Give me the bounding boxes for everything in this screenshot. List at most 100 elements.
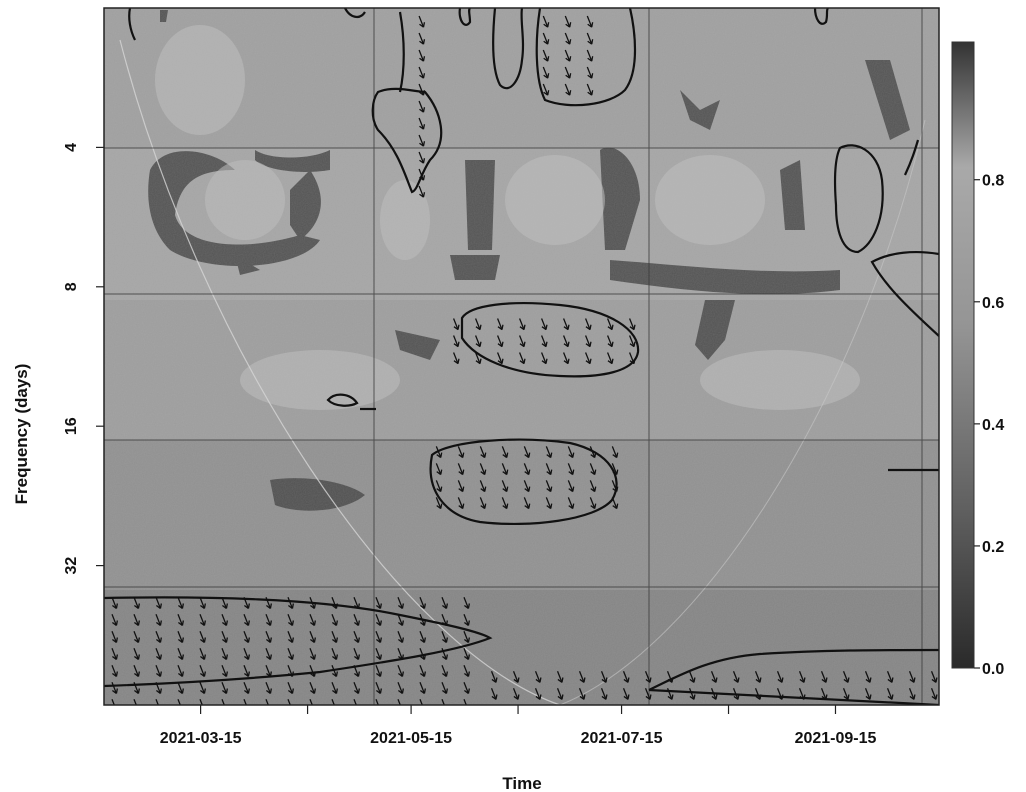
contour-region [904,139,920,176]
phase-arrow [589,480,597,493]
phase-arrow [512,688,520,700]
phase-arrow [177,665,184,677]
phase-arrow [331,648,338,660]
contour-region [460,302,640,378]
phase-arrow [463,597,470,609]
phase-arrow [463,665,470,677]
phase-arrow [562,352,570,365]
phase-arrow [199,631,206,643]
phase-arrow [584,335,592,348]
colorbar-gradient [951,41,975,669]
phase-arrow [688,671,696,683]
phase-arrow [441,614,448,626]
phase-arrow [199,614,206,626]
contour-region [813,8,829,25]
y-tick-label: 8 [63,282,80,291]
x-tick-label: 2021-07-15 [581,730,663,747]
phase-arrow [545,497,553,510]
phase-arrow [644,671,652,683]
phase-arrow [287,665,294,677]
phase-arrow [628,352,636,365]
phase-arrow [578,688,586,700]
phase-arrow [754,688,762,700]
heatmap-field [104,8,939,705]
phase-arrow [564,49,572,62]
phase-arrow [457,446,465,459]
phase-arrow [512,671,520,683]
phase-arrow [463,648,470,660]
phase-arrow [611,446,619,459]
phase-arrow [501,446,509,459]
phase-arrow [842,671,850,683]
phase-arrow [776,671,784,683]
phase-arrow [243,597,250,609]
phase-arrow [820,688,828,700]
phase-arrow [331,631,338,643]
phase-arrow [375,597,382,609]
phase-arrow [457,463,465,476]
phase-arrow [754,671,762,683]
y-axis-title: Frequency (days) [12,364,31,505]
phase-arrow [452,318,460,331]
phase-arrow [375,631,382,643]
phase-arrow [710,688,718,700]
contour-region [429,438,618,526]
phase-arrow [644,688,652,700]
x-tick-label: 2021-03-15 [160,730,242,747]
phase-arrow [567,480,575,493]
phase-arrow [474,335,482,348]
phase-arrow [397,648,404,660]
phase-arrow [496,335,504,348]
phase-arrow [353,597,360,609]
phase-arrow [864,688,872,700]
phase-arrow [177,648,184,660]
phase-arrow [501,463,509,476]
phase-arrow [479,497,487,510]
phase-arrow [435,463,443,476]
phase-arrow [155,665,162,677]
phase-arrow [199,682,206,694]
phase-arrow [474,352,482,365]
phase-arrow [221,597,228,609]
phase-arrow [287,597,294,609]
phase-arrow [776,688,784,700]
phase-arrow [435,497,443,510]
phase-arrow [501,497,509,510]
phase-arrow [309,682,316,694]
phase-arrow [586,83,594,96]
phase-arrow [567,463,575,476]
phase-arrow [452,352,460,365]
phase-arrow [567,497,575,510]
phase-arrow [545,446,553,459]
phase-arrow [479,446,487,459]
phase-arrow [556,688,564,700]
contour-region [535,8,637,107]
phase-arrow [542,15,550,28]
phase-arrow [133,631,140,643]
phase-arrow [221,631,228,643]
phase-arrow [133,597,140,609]
phase-arrow [353,682,360,694]
phase-arrow [540,352,548,365]
phase-arrow [199,597,206,609]
phase-arrow [397,614,404,626]
phase-arrow [586,15,594,28]
phase-arrow [265,597,272,609]
phase-arrow [111,665,118,677]
contour-region [128,8,136,41]
phase-arrow [375,614,382,626]
phase-arrow [265,665,272,677]
phase-arrow [589,446,597,459]
phase-arrow [564,83,572,96]
phase-arrow [331,614,338,626]
phase-arrow [523,480,531,493]
phase-arrow [418,185,426,198]
phase-arrow [534,671,542,683]
phase-arrow [441,648,448,660]
phase-arrow [710,671,718,683]
phase-arrow [564,32,572,45]
phase-arrow [586,49,594,62]
phase-arrow [331,682,338,694]
phase-arrow [353,631,360,643]
phase-arrow [732,671,740,683]
